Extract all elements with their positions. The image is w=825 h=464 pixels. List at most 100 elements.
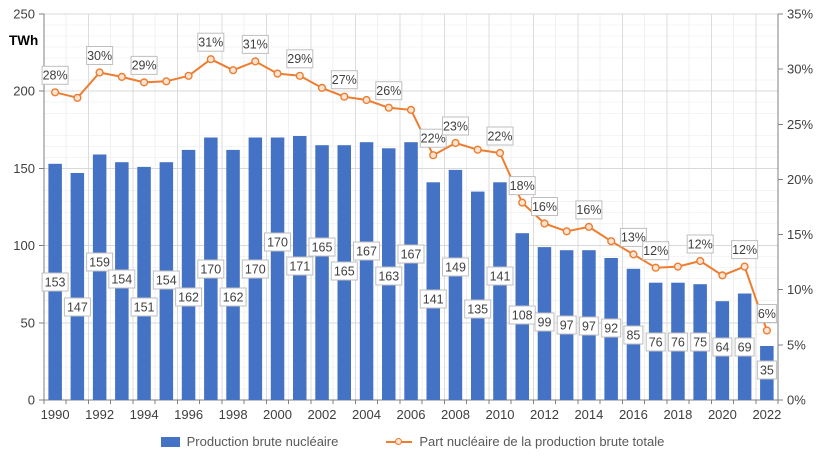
percent-point-label: 29%	[287, 52, 312, 66]
line-marker	[117, 72, 126, 82]
bar-value-label: 75	[693, 335, 707, 349]
line-marker	[451, 138, 460, 148]
bar-value-label: 69	[738, 340, 752, 354]
left-axis-unit-label: TWh	[9, 33, 38, 48]
bar-value-label-box	[419, 289, 447, 309]
bar-value-label: 151	[134, 300, 155, 314]
x-axis-tick-label: 2008	[441, 407, 470, 422]
left-axis-tick-label: 50	[21, 315, 35, 330]
line-marker	[740, 262, 749, 271]
bar-value-label: 165	[334, 264, 355, 278]
bar	[404, 142, 418, 400]
line-marker	[429, 151, 438, 160]
bar-value-label: 165	[312, 240, 333, 254]
percent-point-label: 28%	[43, 69, 68, 83]
bar-value-label: 162	[178, 290, 199, 304]
percent-point-label-box	[330, 70, 358, 90]
bar-value-label: 170	[200, 262, 221, 276]
line-marker	[607, 237, 616, 246]
bar-value-label: 76	[649, 335, 663, 349]
bar-value-label-box	[556, 315, 577, 335]
line-marker	[406, 105, 416, 115]
bar-value-label-box	[63, 297, 91, 317]
percent-point-label-box	[286, 49, 314, 69]
bar	[70, 173, 85, 400]
percent-point-label-box	[686, 234, 714, 254]
bar-value-label: 153	[45, 275, 66, 289]
left-axis-tick-label: 150	[13, 161, 35, 176]
left-axis-tick-label: 0	[28, 393, 35, 408]
line-marker	[229, 66, 238, 75]
percent-point-label: 16%	[576, 203, 601, 217]
left-axis-tick-label: 200	[13, 84, 35, 99]
line-marker	[540, 219, 549, 228]
x-axis-tick-label: 2018	[663, 407, 692, 422]
x-axis-tick-label: 2020	[708, 407, 737, 422]
percent-point-label: 12%	[643, 244, 668, 258]
line-marker	[651, 263, 660, 272]
left-axis-tick-label: 250	[13, 7, 35, 22]
bar	[471, 191, 485, 400]
line-marker	[673, 262, 683, 271]
bar-value-label-box	[175, 287, 203, 307]
right-axis-tick-label: 30%	[787, 62, 813, 77]
bar-value-label-box	[464, 299, 492, 319]
bar	[226, 149, 240, 400]
bar-value-label: 159	[89, 255, 110, 269]
right-axis-tick-label: 15%	[787, 227, 813, 242]
bar-value-label-box	[197, 259, 225, 279]
x-axis-tick-label: 1998	[219, 407, 248, 422]
bar-value-label-box	[353, 241, 380, 261]
right-axis-tick-label: 10%	[787, 282, 813, 297]
x-axis-tick-label: 2022	[752, 407, 781, 422]
percent-point-label: 22%	[487, 129, 512, 143]
line-marker	[162, 77, 171, 86]
line-marker	[295, 71, 304, 80]
legend-item-bar-series: Production brute nucléaire	[160, 434, 339, 449]
line-series-legend-label: Part nucléaire de la production brute to…	[419, 434, 665, 449]
bar-series-legend-label: Production brute nucléaire	[186, 434, 339, 449]
left-axis-tick-label: 100	[13, 238, 35, 253]
line-marker	[184, 71, 193, 80]
line-marker	[696, 256, 705, 266]
bar-value-label: 85	[626, 328, 640, 342]
x-axis-tick-label: 2004	[352, 407, 381, 422]
line-marker	[629, 250, 638, 259]
bar	[270, 137, 285, 400]
bar-value-label-box	[152, 270, 180, 290]
bar-value-label: 171	[289, 259, 310, 273]
line-marker	[340, 92, 349, 101]
percent-point-label-box	[531, 197, 558, 216]
right-axis-tick-label: 5%	[787, 337, 806, 352]
x-axis-tick-label: 1992	[85, 407, 114, 422]
line-marker	[50, 88, 60, 97]
bar-value-label-box	[241, 259, 269, 279]
bar-value-label-box	[667, 332, 688, 352]
bar-value-label: 97	[582, 319, 596, 333]
bar-value-label: 147	[67, 300, 88, 314]
line-marker	[95, 68, 104, 77]
bar-value-label-box	[286, 256, 314, 276]
bar-value-label: 141	[490, 269, 511, 283]
line-marker	[762, 326, 772, 335]
bar-value-label-box	[578, 316, 599, 336]
bar-value-label: 170	[245, 262, 266, 276]
percent-point-label-box	[731, 240, 759, 260]
bar-value-label-box	[330, 261, 358, 281]
percent-point-label-box	[508, 176, 536, 196]
axis-tick-labels: 0 50 100 150 200 250 0% 5% 10% 15% 20% 25% 30% 35% 199…	[13, 7, 813, 423]
line-marker	[518, 198, 527, 207]
bar	[181, 149, 196, 400]
percent-point-label: 29%	[132, 59, 157, 73]
bar-value-label: 135	[467, 302, 488, 316]
bar	[448, 169, 463, 400]
line-marker	[206, 55, 215, 64]
x-axis-tick-label: 2012	[530, 407, 559, 422]
bar-value-label: 35	[760, 363, 774, 377]
bar	[359, 142, 374, 400]
line-series-swatch-icon	[386, 437, 413, 447]
right-axis-tick-label: 0%	[787, 393, 806, 408]
x-axis-tick-label: 2014	[574, 407, 603, 422]
percent-point-label: 23%	[443, 119, 468, 133]
bar-value-label-box	[397, 244, 425, 264]
